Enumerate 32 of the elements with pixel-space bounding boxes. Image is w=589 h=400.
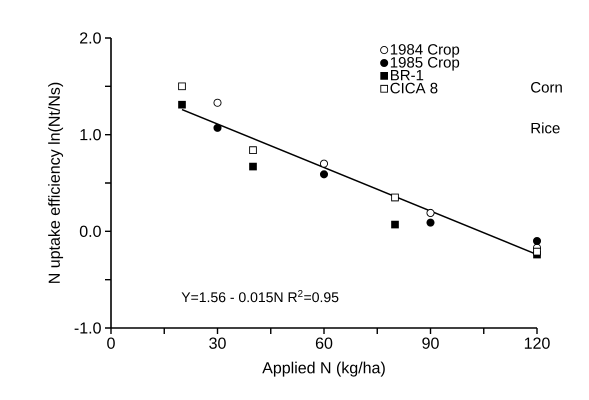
annotation: Y=1.56 - 0.015N R$^{2}$=0.95	[182, 290, 338, 302]
annotation: Corn	[531, 82, 562, 93]
y-tick-label: 1.0	[80, 129, 101, 140]
y-axis-title: N uptake efficiency ln(Nt/Ns)	[48, 82, 64, 283]
y-tick-label: 0.0	[80, 226, 101, 237]
point	[178, 82, 186, 90]
x-tick-label: 0	[107, 338, 115, 349]
y-tick-label: -1.0	[74, 322, 101, 334]
legend-label: 1984 Crop	[390, 44, 460, 58]
x-tick-label: 30	[209, 338, 226, 349]
x-axis-title: Applied N (kg/ha)	[262, 362, 385, 377]
point	[533, 248, 541, 256]
point	[391, 194, 399, 202]
x-tick-label: 120	[524, 338, 550, 349]
legend-label: 1985 Crop	[390, 57, 460, 71]
point	[249, 162, 257, 170]
point	[178, 100, 186, 109]
x-tick-label: 90	[422, 338, 439, 349]
point	[213, 98, 222, 107]
x-tick-label: 60	[316, 338, 332, 349]
point	[320, 160, 328, 168]
point	[426, 218, 435, 227]
legend-label: BR-1	[390, 70, 424, 80]
point	[426, 208, 435, 217]
annotation: Rice	[532, 122, 560, 134]
point	[249, 146, 257, 154]
point	[320, 170, 328, 178]
legend-label: CICA 8	[390, 82, 438, 94]
y-tick-label: 2.0	[80, 32, 101, 44]
point	[532, 236, 542, 246]
point	[391, 220, 399, 228]
point	[213, 124, 222, 132]
